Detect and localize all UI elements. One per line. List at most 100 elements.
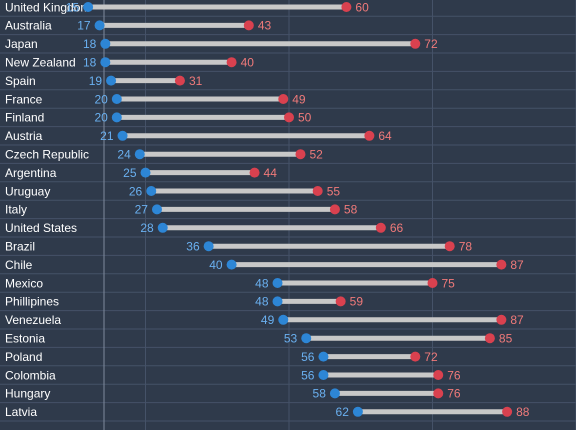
category-label: Spain bbox=[5, 74, 36, 88]
min-point bbox=[140, 167, 151, 178]
max-point bbox=[375, 222, 386, 233]
category-label: New Zealand bbox=[5, 56, 76, 70]
min-point bbox=[203, 241, 214, 252]
min-value-label: 26 bbox=[129, 184, 143, 198]
max-value-label: 60 bbox=[355, 0, 369, 14]
min-value-label: 20 bbox=[94, 92, 108, 106]
max-value-label: 78 bbox=[459, 240, 473, 254]
dumbbell-row: Mexico 48 75 bbox=[5, 276, 455, 290]
dumbbell-row: Spain 19 31 bbox=[5, 74, 203, 88]
dumbbell-row: Japan 18 72 bbox=[5, 37, 438, 51]
max-value-label: 75 bbox=[442, 276, 456, 290]
max-point bbox=[496, 259, 507, 270]
min-point bbox=[83, 2, 94, 12]
max-value-label: 72 bbox=[424, 37, 438, 51]
max-value-label: 31 bbox=[189, 74, 203, 88]
category-label: Italy bbox=[5, 203, 27, 217]
min-point bbox=[226, 259, 237, 270]
category-label: Uruguay bbox=[5, 184, 50, 198]
min-point bbox=[318, 370, 329, 380]
min-value-label: 48 bbox=[255, 276, 269, 290]
min-point bbox=[329, 388, 340, 399]
max-point bbox=[329, 204, 340, 215]
dumbbell-row: Italy 27 58 bbox=[5, 203, 358, 217]
max-value-label: 44 bbox=[264, 166, 278, 180]
max-point bbox=[484, 333, 495, 344]
max-value-label: 76 bbox=[447, 368, 461, 382]
category-label: Estonia bbox=[5, 332, 45, 346]
dumbbell-row: Argentina 25 44 bbox=[5, 166, 277, 180]
min-point bbox=[106, 75, 117, 86]
max-point bbox=[295, 149, 306, 160]
category-label: Australia bbox=[5, 19, 52, 33]
max-value-label: 87 bbox=[510, 313, 524, 327]
category-label: Phillipines bbox=[5, 295, 59, 309]
dumbbell-row: Estonia 53 85 bbox=[5, 332, 513, 346]
min-value-label: 28 bbox=[140, 221, 154, 235]
max-point bbox=[243, 20, 254, 31]
min-point bbox=[352, 406, 363, 417]
min-value-label: 24 bbox=[117, 148, 131, 162]
max-point bbox=[433, 370, 444, 380]
dumbbell-row: United States 28 66 bbox=[5, 221, 404, 235]
max-point bbox=[249, 167, 260, 178]
max-value-label: 52 bbox=[309, 148, 323, 162]
max-point bbox=[226, 57, 237, 68]
max-value-label: 64 bbox=[378, 129, 392, 143]
dumbbell-row: Hungary 58 76 bbox=[5, 387, 461, 401]
dumbbell-row: Brazil 36 78 bbox=[5, 240, 472, 254]
dumbbell-row: Colombia 56 76 bbox=[5, 368, 461, 382]
max-point bbox=[410, 351, 421, 362]
dumbbell-row: Venezuela 49 87 bbox=[5, 313, 524, 327]
min-value-label: 48 bbox=[255, 295, 269, 309]
min-point bbox=[272, 296, 283, 307]
max-value-label: 58 bbox=[344, 203, 358, 217]
dumbbell-row: New Zealand 18 40 bbox=[5, 56, 254, 70]
min-point bbox=[117, 130, 128, 141]
category-label: France bbox=[5, 92, 43, 106]
min-point bbox=[94, 20, 105, 31]
min-point bbox=[146, 186, 157, 196]
min-value-label: 36 bbox=[186, 240, 200, 254]
max-value-label: 76 bbox=[447, 387, 461, 401]
min-point bbox=[278, 314, 289, 325]
dumbbell-row: Austria 21 64 bbox=[5, 129, 392, 143]
min-value-label: 49 bbox=[261, 313, 275, 327]
min-value-label: 56 bbox=[301, 368, 315, 382]
category-label: Poland bbox=[5, 350, 42, 364]
min-value-label: 58 bbox=[313, 387, 327, 401]
min-value-label: 20 bbox=[94, 111, 108, 125]
dumbbell-row: France 20 49 bbox=[5, 92, 306, 106]
dumbbell-row: Chile 40 87 bbox=[5, 258, 524, 272]
max-point bbox=[335, 296, 346, 307]
max-value-label: 72 bbox=[424, 350, 438, 364]
min-value-label: 18 bbox=[83, 56, 97, 70]
max-point bbox=[410, 38, 421, 49]
category-label: Czech Republic bbox=[5, 148, 89, 162]
dumbbell-row: Czech Republic 24 52 bbox=[5, 148, 323, 162]
min-value-label: 53 bbox=[284, 332, 298, 346]
min-value-label: 21 bbox=[100, 129, 114, 143]
category-label: Japan bbox=[5, 37, 38, 51]
category-label: Finland bbox=[5, 111, 44, 125]
min-point bbox=[301, 333, 312, 344]
max-point bbox=[278, 94, 289, 104]
max-value-label: 55 bbox=[327, 184, 341, 198]
dumbbell-row: Australia 17 43 bbox=[5, 19, 271, 33]
max-value-label: 66 bbox=[390, 221, 404, 235]
min-value-label: 17 bbox=[77, 19, 91, 33]
dumbbell-row: Uruguay 26 55 bbox=[5, 184, 340, 198]
dumbbell-row: Phillipines 48 59 bbox=[5, 295, 363, 309]
max-value-label: 88 bbox=[516, 405, 530, 419]
max-point bbox=[444, 241, 455, 252]
max-point bbox=[284, 112, 294, 123]
category-label: Austria bbox=[5, 129, 43, 143]
dumbbell-row: Latvia 62 88 bbox=[5, 405, 530, 419]
max-point bbox=[433, 388, 444, 399]
min-point bbox=[151, 204, 162, 215]
min-value-label: 15 bbox=[66, 0, 80, 14]
